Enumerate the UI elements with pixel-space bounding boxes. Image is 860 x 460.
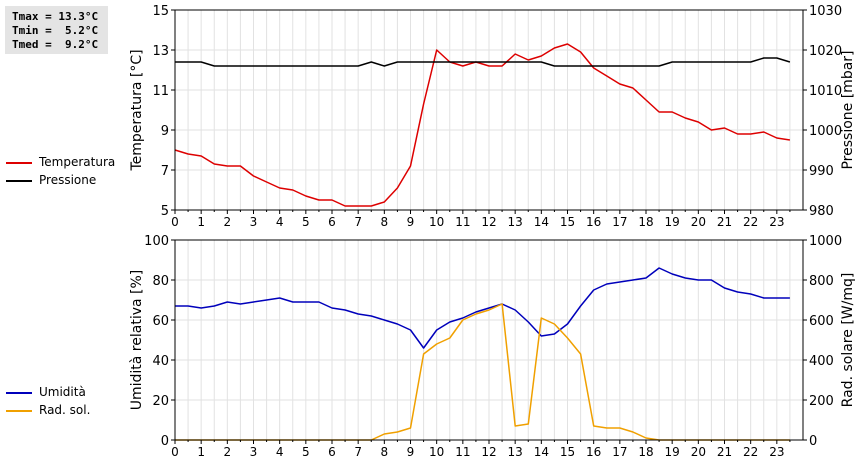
top-chart-x-tick-label: 10	[429, 215, 444, 229]
bottom-chart-x-tick-label: 1	[197, 445, 205, 459]
bottom-chart-left-axis-title: Umidità relativa [%]	[129, 270, 145, 411]
tmin-text: Tmin = 5.2°C	[12, 24, 99, 37]
top-chart-x-tick-label: 18	[638, 215, 653, 229]
top-chart-x-tick-label: 4	[276, 215, 284, 229]
top-chart-left-tick-label: 15	[152, 4, 169, 19]
bottom-chart-right-tick-label: 600	[809, 314, 834, 329]
top-chart-x-tick-label: 5	[302, 215, 310, 229]
bottom-chart-x-tick-label: 22	[743, 445, 758, 459]
top-chart-x-tick-label: 0	[171, 215, 179, 229]
top-chart-right-tick-label: 1010	[809, 84, 842, 99]
bottom-chart-left-tick-label: 20	[152, 394, 169, 409]
top-chart-right-tick-label: 1000	[809, 124, 842, 139]
top-chart-x-tick-label: 7	[354, 215, 362, 229]
bottom-chart-left-tick-label: 100	[144, 234, 169, 249]
bottom-chart-x-tick-label: 15	[560, 445, 575, 459]
legend-swatch-temperatura	[6, 162, 32, 164]
bottom-chart-right-tick-label: 400	[809, 354, 834, 369]
bottom-chart-x-tick-label: 11	[455, 445, 470, 459]
bottom-chart-left-tick-label: 40	[152, 354, 169, 369]
bottom-chart-right-axis-title: Rad. solare [W/mq]	[840, 273, 856, 408]
top-chart-x-tick-label: 13	[508, 215, 523, 229]
legend-label-umidita: Umidità	[39, 385, 86, 399]
top-chart-x-tick-label: 20	[691, 215, 706, 229]
legend-item-umidita: Umidità	[6, 384, 126, 400]
top-chart-x-tick-label: 1	[197, 215, 205, 229]
top-chart-left-tick-label: 7	[161, 164, 169, 179]
bottom-chart-left-tick-label: 0	[161, 434, 169, 449]
legend-label-pressione: Pressione	[39, 173, 97, 187]
bottom-chart-x-tick-label: 19	[665, 445, 680, 459]
top-chart-x-tick-label: 8	[381, 215, 389, 229]
bottom-chart-x-tick-label: 14	[534, 445, 549, 459]
bottom-chart-right-tick-label: 1000	[809, 234, 842, 249]
top-chart-x-tick-label: 3	[250, 215, 258, 229]
bottom-chart-series-umidit-line	[175, 267, 790, 349]
top-chart-series-temperatura-line	[174, 43, 791, 207]
bottom-chart-left-tick-label: 80	[152, 274, 169, 289]
bottom-chart-x-tick-label: 2	[224, 445, 232, 459]
top-chart-left-tick-label: 13	[152, 44, 169, 59]
temperature-stats-box: Tmax = 13.3°C Tmin = 5.2°C Tmed = 9.2°C	[5, 6, 108, 54]
legend-label-radsol: Rad. sol.	[39, 403, 91, 417]
legend-item-pressione: Pressione	[6, 172, 126, 188]
legend-swatch-umidita	[6, 392, 32, 394]
top-chart-left-tick-label: 9	[161, 124, 169, 139]
top-chart-x-tick-label: 15	[560, 215, 575, 229]
legend-label-temperatura: Temperatura	[39, 155, 116, 169]
top-chart-x-tick-label: 22	[743, 215, 758, 229]
top-chart-x-tick-label: 11	[455, 215, 470, 229]
top-chart-x-tick-label: 2	[224, 215, 232, 229]
top-chart-left-tick-label: 11	[152, 84, 169, 99]
bottom-chart-right-tick-label: 200	[809, 394, 834, 409]
top-chart-right-tick-label: 980	[809, 204, 834, 219]
bottom-chart-right-tick-label: 0	[809, 434, 817, 449]
top-chart-left-tick-label: 5	[161, 204, 169, 219]
bottom-chart-x-tick-label: 0	[171, 445, 179, 459]
bottom-chart-x-tick-label: 8	[381, 445, 389, 459]
tmed-text: Tmed = 9.2°C	[12, 38, 99, 51]
bottom-chart-x-tick-label: 4	[276, 445, 284, 459]
bottom-chart-x-tick-label: 21	[717, 445, 732, 459]
top-chart-x-tick-label: 23	[769, 215, 784, 229]
bottom-chart-x-tick-label: 18	[638, 445, 653, 459]
bottom-chart-x-tick-label: 9	[407, 445, 415, 459]
legend-swatch-radsol	[6, 410, 32, 412]
bottom-chart-x-tick-label: 10	[429, 445, 444, 459]
top-chart-left-axis-title: Temperatura [°C]	[129, 49, 145, 171]
legend-swatch-pressione	[6, 180, 32, 182]
legend-item-radsol: Rad. sol.	[6, 402, 126, 418]
top-chart-series-pressione-line	[175, 57, 791, 67]
top-chart-right-tick-label: 1030	[809, 4, 842, 19]
bottom-chart-right-tick-label: 800	[809, 274, 834, 289]
top-chart-x-tick-label: 17	[612, 215, 627, 229]
bottom-chart-x-tick-label: 20	[691, 445, 706, 459]
bottom-chart-x-tick-label: 13	[508, 445, 523, 459]
top-chart-right-axis-title: Pressione [mbar]	[840, 50, 856, 169]
bottom-chart-x-tick-label: 17	[612, 445, 627, 459]
top-chart-right-tick-label: 1020	[809, 44, 842, 59]
bottom-chart-x-tick-label: 12	[481, 445, 496, 459]
top-chart-x-tick-label: 9	[407, 215, 415, 229]
bottom-chart-x-tick-label: 6	[328, 445, 336, 459]
humidity-radiation-chart: 0 1 2 3 4 5 6 7 8 9 10 11 12 13 14 15 16 17 18 19 20 21 22 2302…	[129, 234, 856, 459]
bottom-chart-x-tick-label: 3	[250, 445, 258, 459]
legend-item-temperatura: Temperatura	[6, 154, 126, 170]
top-chart-x-tick-label: 6	[328, 215, 336, 229]
top-chart-x-tick-label: 16	[586, 215, 601, 229]
top-chart-x-tick-label: 12	[481, 215, 496, 229]
top-chart-right-tick-label: 990	[809, 164, 834, 179]
top-chart-x-tick-label: 21	[717, 215, 732, 229]
bottom-chart-x-tick-label: 7	[354, 445, 362, 459]
temperature-pressure-chart: 0 1 2 3 4 5 6 7 8 9 10 11 12 13 14 15 16 17 18 19 20 21 22 2357…	[129, 4, 856, 229]
bottom-chart-x-tick-label: 23	[769, 445, 784, 459]
tmax-text: Tmax = 13.3°C	[12, 10, 99, 23]
top-chart-x-tick-label: 19	[665, 215, 680, 229]
bottom-chart-x-tick-label: 16	[586, 445, 601, 459]
bottom-chart-x-tick-label: 5	[302, 445, 310, 459]
top-chart-x-tick-label: 14	[534, 215, 549, 229]
bottom-chart-left-tick-label: 60	[152, 314, 169, 329]
